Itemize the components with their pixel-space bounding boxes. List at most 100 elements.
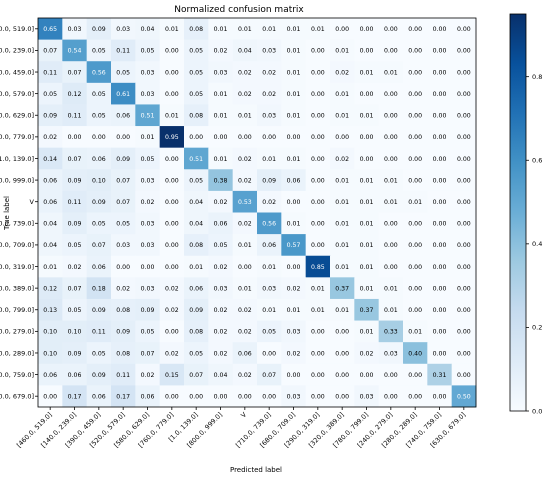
heatmap-cell: [451, 320, 477, 343]
heatmap-cell: [62, 39, 88, 62]
cell-value-label: 0.06: [92, 156, 106, 163]
cell-value-label: 0.00: [384, 221, 398, 228]
cell-value-label: 0.00: [408, 372, 422, 379]
heatmap-cell: [62, 169, 88, 192]
cell-value-label: 0.00: [433, 26, 447, 33]
cell-value-label: 0.02: [43, 134, 57, 141]
cell-value-label: 0.07: [141, 350, 155, 357]
heatmap-cell: [354, 234, 380, 257]
colorbar-tick-label: 0.6: [532, 157, 542, 165]
cell-value-label: 0.01: [287, 307, 301, 314]
heatmap-cell: [378, 277, 404, 300]
heatmap-cell: [330, 320, 355, 343]
heatmap-cell: [427, 342, 453, 365]
cell-value-label: 0.02: [141, 199, 155, 206]
cell-value-label: 0.06: [43, 177, 57, 184]
heatmap-cell: [135, 169, 161, 192]
heatmap-cell: [354, 298, 380, 321]
cell-value-label: 0.00: [457, 285, 471, 292]
cell-value-label: 0.05: [189, 69, 203, 76]
cell-value-label: 0.00: [433, 91, 447, 98]
cell-value-label: 0.00: [384, 372, 398, 379]
cell-value-label: 0.01: [238, 113, 252, 120]
heatmap-cell: [38, 212, 63, 235]
cell-value-label: 0.02: [214, 264, 228, 271]
heatmap-cell: [378, 320, 404, 343]
heatmap-cell: [378, 82, 404, 105]
plot-frame: [37, 17, 477, 408]
heatmap-cell: [38, 298, 63, 321]
cell-value-label: 0.01: [262, 264, 276, 271]
heatmap-cell: [62, 342, 88, 365]
cell-value-label: 0.00: [408, 91, 422, 98]
cell-value-label: 0.05: [141, 48, 155, 55]
heatmap-cell: [135, 18, 161, 41]
cell-value-label: 0.00: [262, 134, 276, 141]
heatmap-cell: [354, 342, 380, 365]
cell-value-label: 0.06: [287, 177, 301, 184]
heatmap-cell: [232, 18, 258, 41]
heatmap-cell: [330, 277, 355, 300]
heatmap-cell: [451, 363, 477, 386]
cell-value-label: 0.03: [384, 350, 398, 357]
heatmap-cell: [86, 320, 112, 343]
cell-value-label: 0.09: [141, 307, 155, 314]
heatmap-cell: [38, 39, 63, 62]
heatmap-cell: [378, 342, 404, 365]
cell-value-label: 0.03: [116, 26, 130, 33]
heatmap-cell: [427, 126, 453, 149]
cell-value-label: 0.02: [214, 48, 228, 55]
cell-value-label: 0.01: [335, 307, 349, 314]
heatmap-cell: [159, 320, 185, 343]
cell-value-label: 0.03: [214, 69, 228, 76]
heatmap-cell: [184, 190, 209, 213]
y-tick-label: [630.0, 679.0]: [0, 392, 34, 400]
heatmap-cell: [86, 82, 112, 105]
heatmap-cell: [38, 342, 63, 365]
cell-value-label: 0.02: [238, 156, 252, 163]
cell-value-label: 0.00: [408, 69, 422, 76]
heatmap-cell: [354, 255, 380, 278]
heatmap-cell: [281, 104, 307, 127]
cell-value-label: 0.00: [433, 393, 447, 400]
heatmap-cell: [62, 320, 88, 343]
cell-value-label: 0.00: [408, 177, 422, 184]
y-tick-label: [710.0, 739.0]: [0, 220, 34, 228]
heatmap-cell: [208, 277, 234, 300]
cell-value-label: 0.02: [116, 285, 130, 292]
cell-value-label: 0.00: [384, 393, 398, 400]
heatmap-cell: [305, 190, 331, 213]
heatmap-cells: [38, 18, 477, 408]
heatmap-cell: [330, 39, 355, 62]
cell-value-label: 0.01: [287, 221, 301, 228]
heatmap-cell: [184, 18, 209, 41]
heatmap-cell: [184, 320, 209, 343]
cell-value-label: 0.04: [189, 199, 203, 206]
cell-value-label: 0.00: [433, 69, 447, 76]
heatmap-cell: [159, 104, 185, 127]
y-tick-label: [240.0, 279.0]: [0, 328, 34, 336]
heatmap-cell: [111, 169, 136, 192]
cell-value-label: 0.04: [43, 221, 57, 228]
heatmap-cell: [427, 169, 453, 192]
heatmap-cell: [232, 169, 258, 192]
heatmap-cell: [257, 385, 282, 408]
cell-value-label: 0.11: [68, 113, 82, 120]
heatmap-cell: [135, 363, 161, 386]
cell-value-label: 0.04: [214, 372, 228, 379]
heatmap-cell: [111, 363, 136, 386]
heatmap-cell: [38, 169, 63, 192]
y-tick-label: V: [30, 198, 35, 206]
cell-value-label: 0.00: [311, 134, 325, 141]
cell-value-label: 0.05: [92, 113, 106, 120]
cell-value-label: 0.01: [214, 91, 228, 98]
heatmap-cell: [330, 212, 355, 235]
cell-value-label: 0.00: [311, 329, 325, 336]
cell-value-label: 0.09: [116, 156, 130, 163]
cell-value-label: 0.37: [335, 285, 349, 292]
cell-value-label: 0.00: [433, 48, 447, 55]
heatmap-cell: [86, 169, 112, 192]
cell-value-label: 0.65: [43, 26, 57, 33]
heatmap-cell: [111, 61, 136, 84]
cell-value-label: 0.00: [433, 264, 447, 271]
